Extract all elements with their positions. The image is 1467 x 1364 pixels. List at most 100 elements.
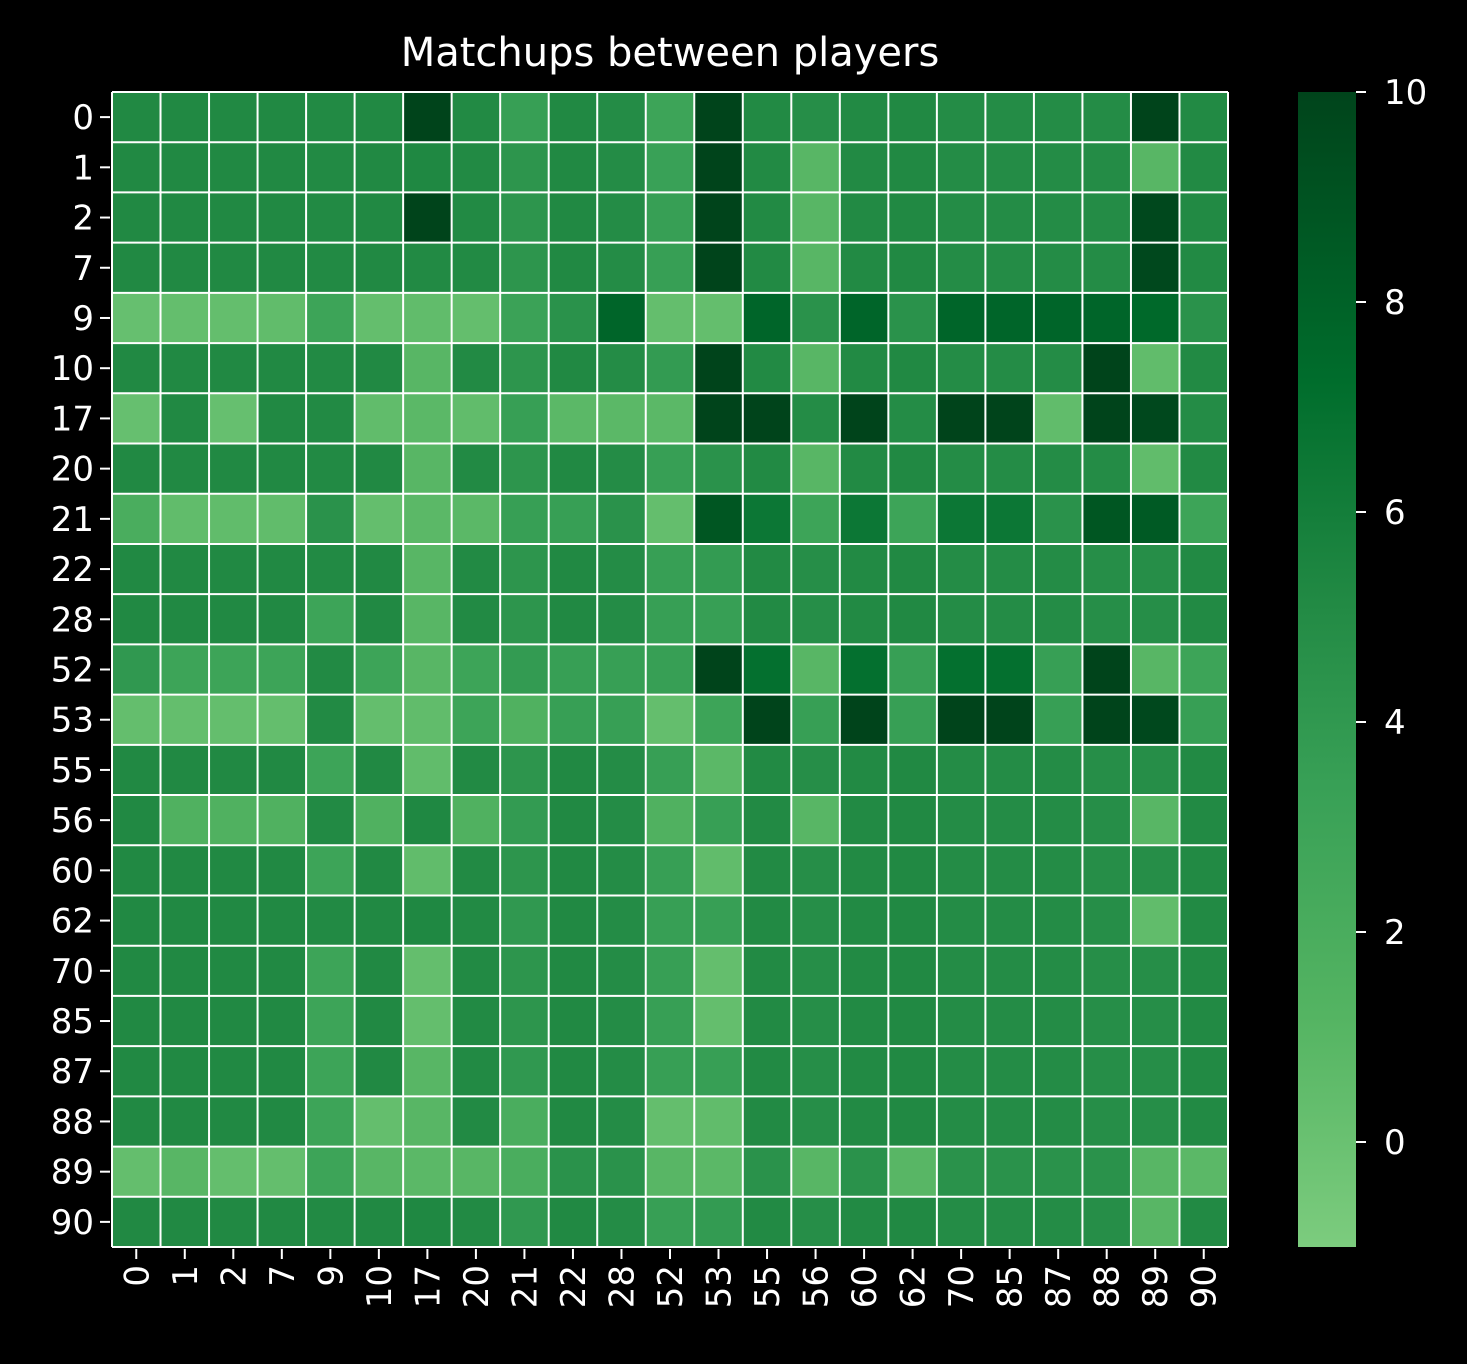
heatmap-cell xyxy=(791,443,840,494)
heatmap-cell xyxy=(791,292,840,344)
heatmap-cell xyxy=(209,644,258,695)
heatmap-cell xyxy=(888,744,937,796)
heatmap-cell xyxy=(306,594,355,645)
heatmap-cell xyxy=(403,493,452,544)
heatmap-cell xyxy=(597,92,646,143)
heatmap-cell xyxy=(548,795,598,846)
y-tick-label: 60 xyxy=(51,851,94,891)
heatmap-cell xyxy=(112,493,161,544)
heatmap-cell xyxy=(548,995,598,1047)
heatmap-cell xyxy=(1082,493,1131,544)
y-tick-label: 53 xyxy=(51,701,94,741)
heatmap-cell xyxy=(1033,242,1083,293)
heatmap-cell xyxy=(839,393,889,444)
heatmap-cell xyxy=(936,1096,986,1147)
y-tick-label: 90 xyxy=(51,1203,94,1243)
heatmap-cell xyxy=(112,292,161,344)
heatmap-cell xyxy=(1179,142,1228,193)
heatmap-cell xyxy=(985,192,1034,243)
heatmap-cell xyxy=(791,1096,840,1147)
heatmap-cell xyxy=(839,845,889,896)
heatmap-cell xyxy=(306,744,355,796)
heatmap-cell xyxy=(597,744,646,796)
heatmap-cell xyxy=(451,1096,501,1147)
heatmap-cell xyxy=(403,1096,452,1147)
heatmap-cell xyxy=(548,443,598,494)
heatmap-cell xyxy=(936,744,986,796)
heatmap-cell xyxy=(985,995,1034,1047)
heatmap-cell xyxy=(354,393,404,444)
heatmap-cell xyxy=(500,1096,549,1147)
heatmap-cell xyxy=(645,1146,695,1197)
heatmap-cell xyxy=(354,543,404,595)
heatmap-cell xyxy=(645,845,695,896)
heatmap-cell xyxy=(645,192,695,243)
heatmap-cell xyxy=(112,1096,161,1147)
x-tick-label: 88 xyxy=(1088,1265,1128,1308)
x-tick-label: 60 xyxy=(845,1265,885,1308)
heatmap-cell xyxy=(694,1146,743,1197)
heatmap-cell xyxy=(257,945,307,996)
heatmap-cell xyxy=(354,443,404,494)
heatmap-cell xyxy=(548,744,598,796)
heatmap-cell xyxy=(1130,995,1180,1047)
heatmap-cell xyxy=(694,895,743,946)
heatmap-cell xyxy=(451,995,501,1047)
heatmap-cell xyxy=(548,142,598,193)
heatmap-cell xyxy=(839,242,889,293)
heatmap-cell xyxy=(403,192,452,243)
heatmap-cell xyxy=(645,493,695,544)
heatmap-cell xyxy=(1179,543,1228,595)
heatmap-cell xyxy=(694,192,743,243)
heatmap-cell xyxy=(1082,1196,1131,1247)
heatmap-cell xyxy=(354,644,404,695)
heatmap-cell xyxy=(694,995,743,1047)
heatmap-cell xyxy=(597,543,646,595)
heatmap-cell xyxy=(597,795,646,846)
heatmap-cell xyxy=(791,694,840,745)
heatmap-cell xyxy=(112,393,161,444)
y-tick-label: 70 xyxy=(51,952,94,992)
heatmap-cell xyxy=(1130,895,1180,946)
x-tick-label: 85 xyxy=(991,1265,1031,1308)
heatmap-cell xyxy=(112,895,161,946)
heatmap-cell xyxy=(1082,845,1131,896)
heatmap-cell xyxy=(306,795,355,846)
heatmap-cell xyxy=(1130,443,1180,494)
heatmap-cell xyxy=(645,343,695,394)
heatmap-cell xyxy=(694,945,743,996)
heatmap-cell xyxy=(791,1046,840,1097)
heatmap-cell xyxy=(1082,945,1131,996)
heatmap-cell xyxy=(451,795,501,846)
heatmap-cell xyxy=(209,895,258,946)
heatmap-cell xyxy=(306,644,355,695)
heatmap-cell xyxy=(645,393,695,444)
heatmap-cell xyxy=(451,493,501,544)
heatmap-cell xyxy=(112,1046,161,1097)
heatmap-cell xyxy=(112,995,161,1047)
heatmap-cell xyxy=(645,292,695,344)
heatmap-cell xyxy=(742,493,792,544)
y-tick-label: 2 xyxy=(72,199,94,239)
heatmap-cell xyxy=(791,242,840,293)
heatmap-cell xyxy=(1179,1146,1228,1197)
heatmap-cell xyxy=(645,995,695,1047)
heatmap-cell xyxy=(500,795,549,846)
heatmap-cell xyxy=(403,92,452,143)
heatmap-cell xyxy=(1179,594,1228,645)
heatmap-cell xyxy=(645,945,695,996)
heatmap-cell xyxy=(451,895,501,946)
x-tick-label: 9 xyxy=(311,1265,351,1287)
heatmap-cell xyxy=(985,1196,1034,1247)
heatmap-cell xyxy=(742,1046,792,1097)
heatmap-cell xyxy=(645,1046,695,1097)
heatmap-cell xyxy=(112,744,161,796)
heatmap-cell xyxy=(742,895,792,946)
heatmap-cell xyxy=(257,795,307,846)
heatmap-cell xyxy=(791,594,840,645)
heatmap-cell xyxy=(160,995,210,1047)
y-tick-label: 22 xyxy=(51,550,94,590)
heatmap-cell xyxy=(500,744,549,796)
heatmap-cell xyxy=(742,795,792,846)
heatmap-cell xyxy=(403,995,452,1047)
